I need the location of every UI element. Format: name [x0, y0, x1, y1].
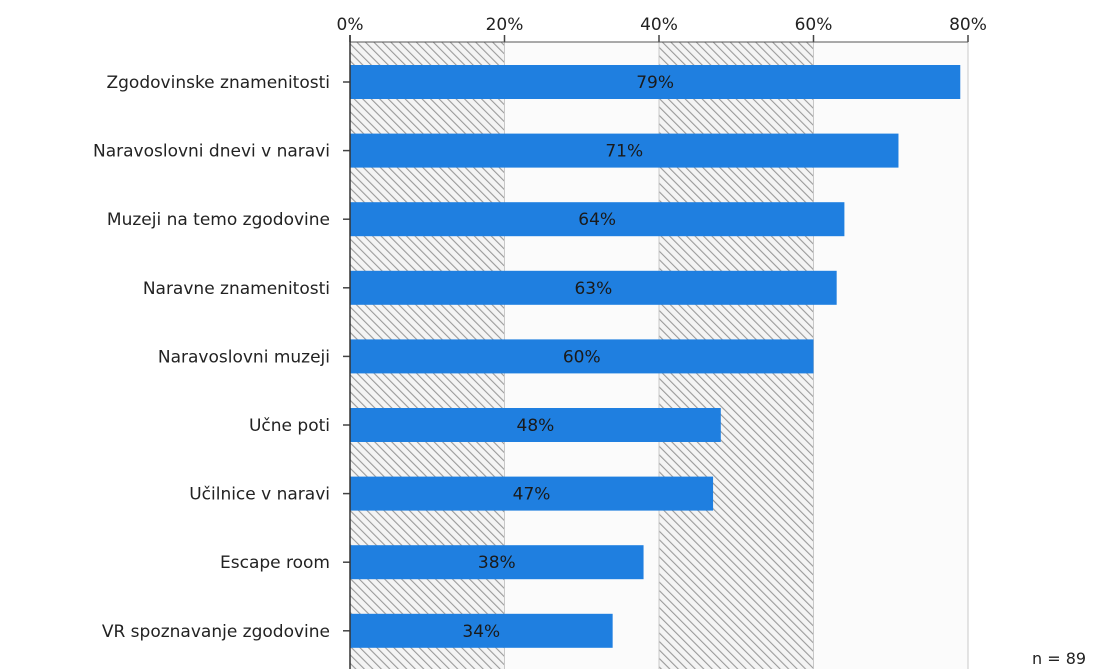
category-label: Naravne znamenitosti — [143, 279, 330, 299]
bar — [350, 270, 837, 305]
x-tick-label: 20% — [486, 15, 524, 35]
bar — [350, 408, 721, 442]
bar-value-label: 34% — [462, 622, 500, 642]
bar — [350, 339, 814, 374]
category-label: Naravoslovni dnevi v naravi — [93, 142, 330, 162]
category-label: Escape room — [220, 553, 330, 573]
sample-size-note: n = 89 — [1032, 649, 1086, 668]
bar-value-label: 48% — [517, 416, 555, 436]
bar-value-label: 79% — [636, 73, 674, 93]
x-tick-label: 60% — [795, 15, 833, 35]
y-axis — [343, 35, 351, 669]
bars: 79% 71% 64% 63% 60% 48% 47% 38% 34% — [350, 65, 961, 648]
category-label: VR spoznavanje zgodovine — [102, 622, 330, 642]
x-tick-label: 80% — [949, 15, 987, 35]
bar — [350, 476, 714, 511]
category-label: Zgodovinske znamenitosti — [107, 73, 331, 93]
x-tick-label: 40% — [640, 15, 678, 35]
x-tick-label: 0% — [337, 15, 364, 35]
bar-value-label: 63% — [574, 279, 612, 299]
bar-value-label: 64% — [578, 210, 616, 230]
bar-value-label: 38% — [478, 553, 516, 573]
bar-value-label: 71% — [605, 142, 643, 162]
category-labels: Zgodovinske znamenitosti Naravoslovni dne… — [93, 73, 330, 642]
bar — [350, 613, 613, 648]
bar — [350, 133, 899, 168]
bar-value-label: 47% — [513, 485, 551, 505]
category-label: Muzeji na temo zgodovine — [107, 210, 330, 230]
category-label: Učne poti — [249, 416, 330, 436]
bar — [350, 202, 845, 237]
bar — [350, 545, 644, 580]
x-axis-ticks: 0% 20% 40% 60% 80% — [337, 15, 987, 43]
category-label: Učilnice v naravi — [189, 485, 330, 505]
category-label: Naravoslovni muzeji — [158, 347, 330, 367]
bar-value-label: 60% — [563, 347, 601, 367]
bar — [350, 65, 961, 99]
